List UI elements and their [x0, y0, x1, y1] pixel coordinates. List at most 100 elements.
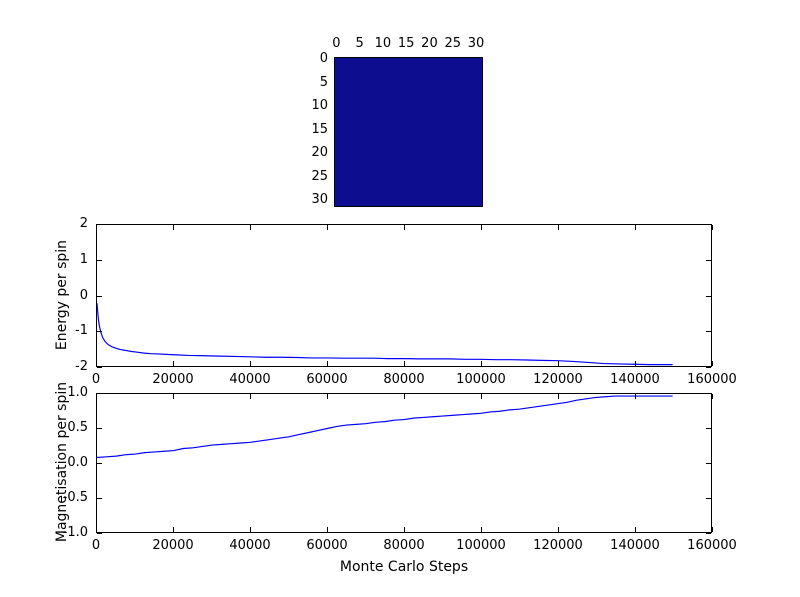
energy-x-tick-label: 120000 — [533, 372, 583, 387]
magnetisation-x-tick-label: 160000 — [687, 538, 737, 553]
energy-x-tick-label: 20000 — [152, 372, 194, 387]
magnetisation-y-tick-mark-right — [706, 463, 711, 464]
energy-x-tick-mark-top — [404, 225, 405, 230]
lattice-plot-area — [334, 57, 483, 207]
magnetisation-y-tick-mark-right — [706, 533, 711, 534]
magnetisation-x-tick-mark — [481, 527, 482, 532]
magnetisation-x-tick-mark-top — [558, 394, 559, 399]
energy-y-tick-mark-right — [706, 331, 711, 333]
magnetisation-x-tick-mark-top — [481, 394, 482, 399]
magnetisation-y-tick-label: 0.0 — [67, 455, 88, 470]
magnetisation-y-tick-label: 1.0 — [67, 385, 88, 400]
magnetisation-y-tick-mark — [97, 533, 102, 534]
lattice-y-tick-label: 20 — [311, 145, 328, 161]
magnetisation-x-tick-mark-top — [327, 394, 328, 399]
energy-line-chart — [97, 303, 673, 366]
lattice-x-tick-label: 0 — [332, 36, 341, 51]
energy-x-tick-label: 60000 — [306, 372, 348, 387]
energy-y-tick-mark-right — [706, 259, 711, 261]
energy-y-tick-label: 2 — [79, 216, 88, 231]
energy-y-tick-mark — [97, 367, 102, 368]
x-axis-label: Monte Carlo Steps — [339, 559, 469, 575]
magnetisation-x-tick-mark — [173, 527, 174, 532]
energy-y-tick-mark-right — [706, 224, 711, 225]
lattice-x-tick-label: 20 — [421, 36, 438, 51]
magnetisation-x-tick-label: 60000 — [306, 538, 348, 553]
energy-x-tick-mark-top — [481, 225, 482, 230]
lattice-y-tick-label: 0 — [319, 51, 328, 67]
magnetisation-y-tick-label: 0.5 — [67, 420, 88, 435]
energy-series-line — [97, 303, 673, 366]
magnetisation-y-tick-mark — [97, 498, 102, 499]
magnetisation-x-tick-mark — [404, 527, 405, 532]
energy-x-tick-label: 140000 — [610, 372, 660, 387]
magnetisation-series-line — [97, 395, 673, 459]
lattice-x-tick-label: 30 — [467, 36, 485, 51]
magnetisation-x-tick-mark — [635, 527, 636, 532]
magnetisation-x-tick-mark-top — [96, 394, 97, 399]
magnetisation-x-tick-label: 0 — [91, 538, 101, 553]
magnetisation-plot-area — [96, 393, 712, 533]
energy-x-tick-mark-top — [250, 225, 251, 230]
energy-y-tick-mark — [97, 295, 102, 297]
magnetisation-y-tick-mark — [97, 428, 102, 429]
magnetisation-x-tick-label: 80000 — [383, 538, 425, 553]
magnetisation-x-tick-label: 100000 — [456, 538, 506, 553]
magnetisation-y-tick-mark — [97, 463, 102, 464]
magnetisation-x-tick-mark-top — [635, 394, 636, 399]
energy-y-tick-mark — [97, 224, 102, 225]
magnetisation-x-tick-mark — [96, 527, 97, 532]
energy-x-tick-label: 80000 — [383, 372, 425, 387]
energy-x-tick-label: 160000 — [687, 372, 737, 387]
energy-x-tick-mark — [96, 361, 97, 366]
energy-x-tick-mark — [558, 361, 559, 366]
energy-y-tick-label: -1 — [75, 323, 88, 339]
magnetisation-x-tick-mark-top — [712, 394, 713, 399]
energy-x-tick-mark-top — [635, 225, 636, 230]
magnetisation-x-tick-mark — [712, 527, 713, 532]
energy-x-tick-label: 0 — [91, 372, 101, 387]
lattice-y-tick-label: 15 — [311, 121, 328, 137]
magnetisation-y-tick-mark-right — [706, 498, 711, 499]
energy-x-tick-mark — [712, 361, 713, 366]
magnetisation-x-tick-mark — [327, 527, 328, 532]
lattice-x-tick-label: 15 — [397, 36, 415, 51]
energy-y-tick-label: 0 — [79, 287, 88, 303]
energy-x-tick-mark-top — [173, 225, 174, 230]
lattice-y-tick-label: 30 — [311, 191, 328, 207]
magnetisation-x-tick-mark-top — [250, 394, 251, 399]
energy-x-tick-label: 100000 — [456, 372, 506, 387]
lattice-x-tick-label: 25 — [444, 36, 461, 51]
magnetisation-x-tick-mark-top — [173, 394, 174, 399]
energy-x-tick-label: 40000 — [229, 372, 271, 387]
magnetisation-x-tick-label: 20000 — [152, 538, 194, 553]
lattice-y-tick-label: 10 — [311, 98, 328, 114]
magnetisation-y-tick-mark — [97, 393, 102, 394]
energy-y-tick-mark — [97, 331, 102, 333]
energy-x-tick-mark-top — [558, 225, 559, 230]
energy-x-tick-mark-top — [712, 225, 713, 230]
magnetisation-y-tick-label: -1.0 — [62, 525, 88, 540]
lattice-y-tick-label: 25 — [311, 168, 328, 184]
energy-x-tick-mark — [404, 361, 405, 366]
energy-x-tick-mark-top — [96, 225, 97, 230]
magnetisation-y-tick-label: -0.5 — [62, 490, 88, 505]
energy-x-tick-mark — [250, 361, 251, 366]
energy-y-tick-mark-right — [706, 295, 711, 297]
energy-y-tick-mark — [97, 259, 102, 261]
magnetisation-line-chart — [97, 395, 673, 459]
energy-y-tick-label: 1 — [79, 251, 88, 267]
magnetisation-x-tick-label: 40000 — [229, 538, 271, 553]
lattice-x-tick-label: 10 — [374, 36, 392, 51]
magnetisation-x-tick-label: 120000 — [533, 538, 583, 553]
energy-x-tick-mark — [327, 361, 328, 366]
energy-y-tick-label: -2 — [75, 359, 88, 374]
energy-y-tick-mark-right — [706, 367, 711, 368]
magnetisation-x-tick-label: 140000 — [610, 538, 660, 553]
energy-x-tick-mark-top — [327, 225, 328, 230]
energy-plot-area — [96, 224, 712, 367]
energy-x-tick-mark — [481, 361, 482, 366]
magnetisation-x-tick-mark — [250, 527, 251, 532]
magnetisation-x-tick-mark — [558, 527, 559, 532]
